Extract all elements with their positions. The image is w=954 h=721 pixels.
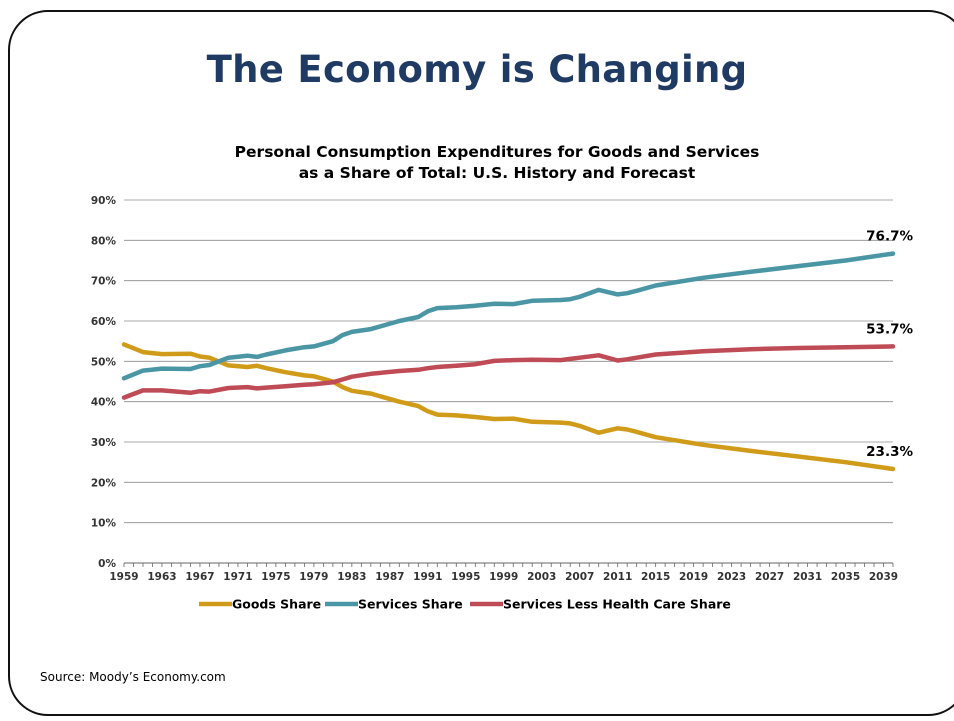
series-line-services-less-health-care-share [121,344,896,400]
legend: Goods Share Services Share Services Less H… [199,597,731,612]
end-data-label: 23.3% [866,444,913,460]
x-tick-label: 1983 [337,571,366,583]
x-tick-label: 1991 [413,571,442,583]
y-tick-label: 60% [91,316,117,328]
x-tick-label: 1987 [375,571,404,583]
y-tick-label: 40% [91,397,117,409]
x-tick-label: 1963 [147,571,176,583]
x-tick-label: 2027 [755,571,784,583]
x-tick-label: 2003 [527,571,556,583]
y-tick-label: 90% [91,195,117,207]
end-data-label: 76.7% [866,229,913,245]
chart-subtitle: as a Share of Total: U.S. History and Fo… [299,164,696,182]
x-tick-label: 1967 [185,571,214,583]
y-tick-label: 10% [91,518,117,530]
x-tick-label: 2039 [869,571,898,583]
x-tick-label: 1979 [299,571,328,583]
series-line-services-share [121,251,896,381]
x-tick-label: 2019 [679,571,708,583]
y-tick-label: 30% [91,437,117,449]
x-tick-label: 2015 [641,571,670,583]
source-note: Source: Moody’s Economy.com [40,670,226,684]
x-tick-label: 1959 [109,571,138,583]
y-tick-label: 50% [91,356,117,368]
axes: 0% 10% 20% 30% 40% 50% 60% 70% 80% 90% 1959 1963 196… [91,195,898,583]
x-tick-label: 2011 [603,571,632,583]
x-tick-label: 1995 [451,571,480,583]
x-tick-label: 1971 [223,571,252,583]
x-tick-label: 2023 [717,571,746,583]
x-tick-label: 1975 [261,571,290,583]
legend-item: Services Less Health Care Share [503,597,731,612]
series-lines [121,251,896,472]
y-tick-label: 0% [98,558,116,570]
x-tick-label: 2031 [793,571,822,583]
data-labels: 23.3% 76.7% 53.7% [866,229,913,460]
end-data-label: 53.7% [866,321,913,337]
x-tick-label: 1999 [489,571,518,583]
x-tick-label: 2007 [565,571,594,583]
legend-item: Services Share [358,597,463,612]
y-tick-label: 20% [91,477,117,489]
gridlines [124,199,893,524]
chart-title: Personal Consumption Expenditures for Go… [235,143,760,161]
slide-title: The Economy is Changing [206,48,748,91]
legend-item: Goods Share [232,597,321,612]
y-tick-label: 70% [91,276,117,288]
x-tick-label: 2035 [831,571,860,583]
series-line-goods-share [121,342,896,472]
y-tick-label: 80% [91,235,117,247]
